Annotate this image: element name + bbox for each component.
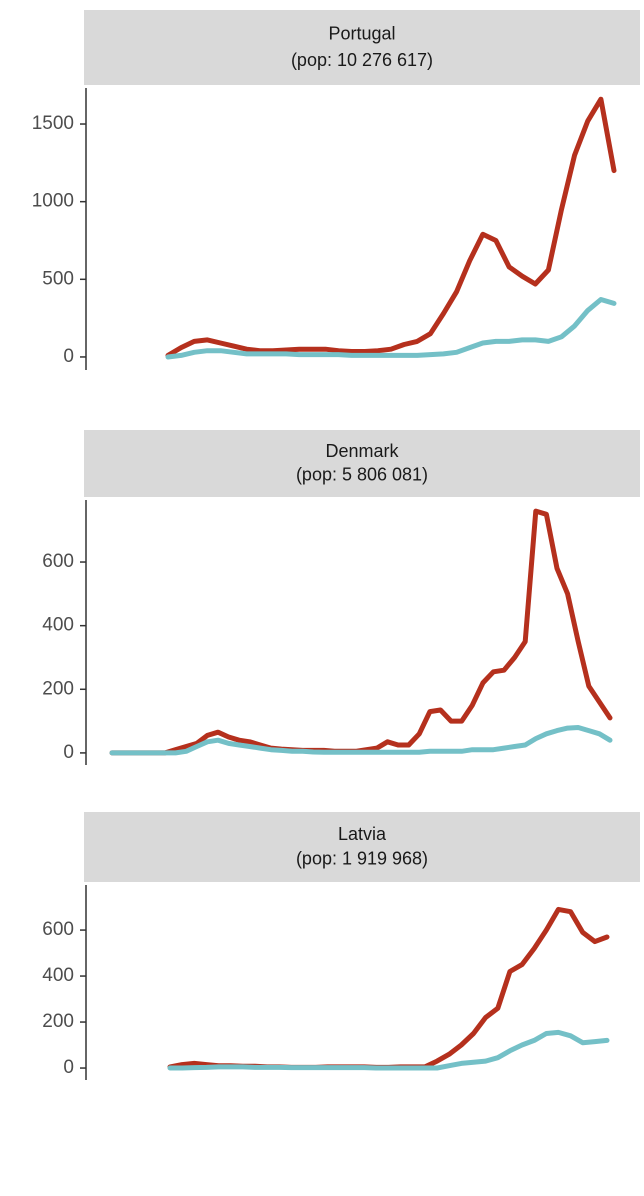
y-tick-label: 0 <box>63 742 74 763</box>
facet-subtitle: (pop: 10 276 617) <box>291 50 433 70</box>
facet-title: Denmark <box>325 441 399 461</box>
y-tick-label: 400 <box>42 615 74 636</box>
y-tick-label: 1500 <box>32 113 74 134</box>
data-line <box>165 96 617 358</box>
facet-header <box>84 812 640 882</box>
data-line <box>165 297 617 360</box>
facet-header <box>84 430 640 497</box>
facet-subtitle: (pop: 5 806 081) <box>296 464 428 484</box>
y-tick-label: 500 <box>42 268 74 289</box>
facet-title: Latvia <box>338 824 387 844</box>
y-tick-label: 600 <box>42 551 74 572</box>
data-line <box>109 725 613 756</box>
data-line <box>167 1029 610 1071</box>
facet-header <box>84 10 640 85</box>
y-tick-label: 600 <box>42 919 74 940</box>
data-line <box>167 906 610 1070</box>
y-tick-label: 200 <box>42 1011 74 1032</box>
y-tick-label: 200 <box>42 678 74 699</box>
data-line <box>109 508 613 756</box>
facet-subtitle: (pop: 1 919 968) <box>296 848 428 868</box>
y-tick-label: 1000 <box>32 191 74 212</box>
facet-title: Portugal <box>328 24 395 44</box>
y-tick-label: 400 <box>42 965 74 986</box>
y-tick-label: 0 <box>63 346 74 367</box>
y-tick-label: 0 <box>63 1057 74 1078</box>
